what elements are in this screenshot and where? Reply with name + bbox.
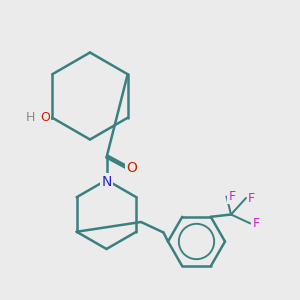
- Text: N: N: [101, 175, 112, 188]
- Text: F: F: [252, 217, 260, 230]
- Text: H: H: [26, 111, 35, 124]
- Text: O: O: [126, 161, 137, 175]
- Text: O: O: [40, 111, 50, 124]
- Text: F: F: [228, 190, 236, 203]
- Text: F: F: [248, 191, 255, 205]
